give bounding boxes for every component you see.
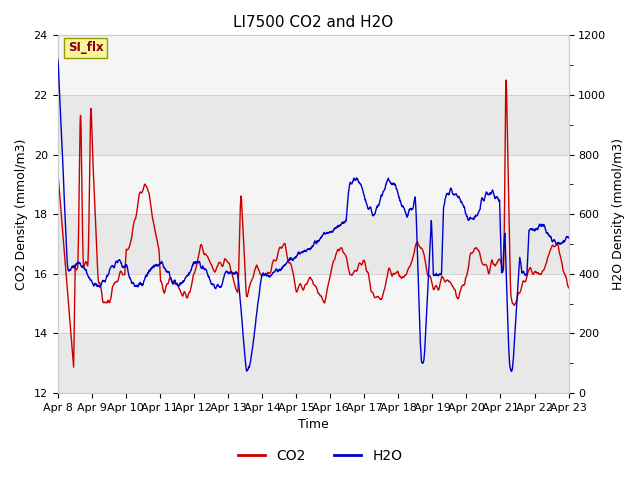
Title: LI7500 CO2 and H2O: LI7500 CO2 and H2O bbox=[233, 15, 393, 30]
Bar bbox=[58, 155, 568, 214]
Bar bbox=[58, 334, 568, 393]
Legend: CO2, H2O: CO2, H2O bbox=[232, 443, 408, 468]
Text: SI_flx: SI_flx bbox=[68, 41, 104, 54]
Y-axis label: H2O Density (mmol/m3): H2O Density (mmol/m3) bbox=[612, 138, 625, 290]
Bar bbox=[58, 95, 568, 155]
Bar bbox=[58, 214, 568, 274]
Y-axis label: CO2 Density (mmol/m3): CO2 Density (mmol/m3) bbox=[15, 139, 28, 290]
X-axis label: Time: Time bbox=[298, 419, 328, 432]
Bar bbox=[58, 274, 568, 334]
Bar bbox=[58, 36, 568, 95]
